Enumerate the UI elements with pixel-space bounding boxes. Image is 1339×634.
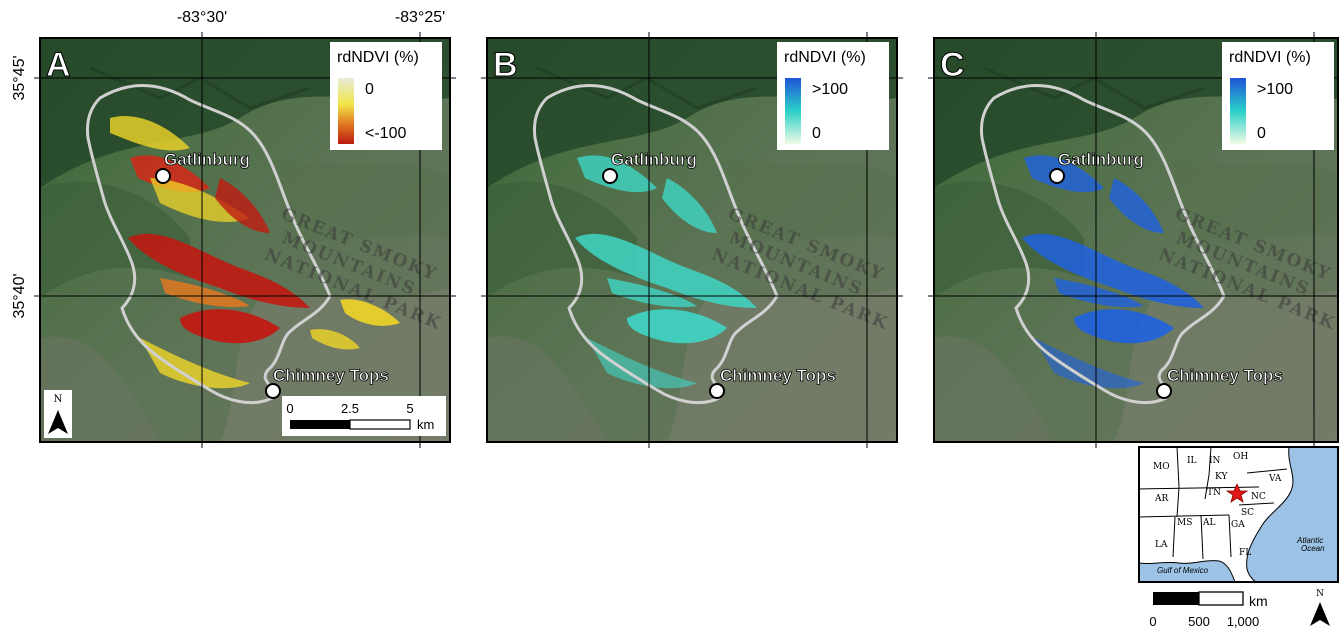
legend-bottom-label: 0 [812, 125, 821, 142]
scalebar: 0 2.5 5 km [282, 396, 446, 436]
legend-ramp [1230, 78, 1246, 144]
scale-tick-label: 0 [1149, 614, 1156, 629]
scale-tick-label: 500 [1188, 614, 1210, 629]
state-label: OH [1233, 452, 1248, 462]
state-label: IN [1209, 456, 1221, 466]
legend-title: rdNDVI (%) [1229, 49, 1311, 66]
state-label: GA [1231, 520, 1245, 530]
peak-marker [709, 383, 725, 399]
place-label: Chimney Tops [273, 366, 389, 385]
legend-title: rdNDVI (%) [784, 49, 866, 66]
panel-letter-a: A [46, 46, 71, 84]
panel-letter-b: B [493, 46, 518, 84]
place-chimney-tops: Chimney Tops [1156, 366, 1283, 399]
state-label: NC [1251, 492, 1266, 502]
state-label: IL [1187, 456, 1197, 466]
legend-bottom-label: 0 [1257, 125, 1266, 142]
north-arrow: N [44, 390, 72, 438]
legend-top-label: >100 [1257, 81, 1293, 98]
ocean-label: Atlantic Ocean [1296, 536, 1325, 553]
town-marker [1049, 168, 1065, 184]
panel-a: GREAT SMOKY MOUNTAINS NATIONAL PARK A rd… [34, 32, 456, 448]
place-label: Gatlinburg [1058, 150, 1144, 169]
place-gatlinburg: Gatlinburg [155, 150, 250, 184]
inset-scalebar: km 0 500 1,000 [1149, 591, 1268, 629]
place-label: Chimney Tops [720, 366, 836, 385]
state-label: SC [1241, 508, 1254, 518]
panel-c: GREAT SMOKY MOUNTAINS NATIONAL PARK C rd… [928, 32, 1339, 448]
inset-north-arrow: N [1310, 589, 1330, 626]
place-chimney-tops: Chimney Tops [709, 366, 836, 399]
panel-letter-c: C [940, 46, 965, 84]
north-label: N [54, 394, 63, 405]
place-gatlinburg: Gatlinburg [602, 150, 697, 184]
state-label: FL [1239, 548, 1251, 558]
state-label: VA [1268, 474, 1282, 484]
lon-tick-label: -83°25' [395, 9, 445, 26]
state-label: AR [1154, 494, 1168, 504]
lat-tick-label: 35°45' [11, 55, 28, 100]
location-star-icon [1225, 482, 1249, 503]
state-label: KY [1215, 472, 1228, 482]
scale-tick-label: 0 [286, 401, 293, 416]
legend-top-label: 0 [365, 81, 374, 98]
state-label: LA [1155, 540, 1168, 550]
town-marker [602, 168, 618, 184]
place-chimney-tops: Chimney Tops [265, 366, 389, 399]
scale-tick-label: 2.5 [341, 401, 359, 416]
state-label: TN [1207, 488, 1221, 498]
place-gatlinburg: Gatlinburg [1049, 150, 1144, 184]
state-label: MO [1153, 462, 1170, 472]
legend-a: rdNDVI (%) 0 <-100 [330, 42, 442, 150]
legend-bottom-label: <-100 [365, 125, 406, 142]
place-label: Gatlinburg [611, 150, 697, 169]
scale-tick-label: 1,000 [1227, 614, 1260, 629]
legend-title: rdNDVI (%) [337, 49, 419, 66]
scale-unit: km [417, 417, 434, 432]
lat-tick-label: 35°40' [11, 273, 28, 318]
legend-c: rdNDVI (%) >100 0 [1222, 42, 1334, 150]
place-label: Gatlinburg [164, 150, 250, 169]
north-label: N [1316, 589, 1324, 599]
legend-ramp [338, 78, 354, 144]
north-arrow-icon [48, 410, 68, 434]
town-marker [155, 168, 171, 184]
state-label: AL [1202, 518, 1215, 528]
scale-tick-label: 5 [406, 401, 413, 416]
state-label: MS [1177, 518, 1192, 528]
north-arrow-icon [1310, 602, 1330, 626]
panel-b: GREAT SMOKY MOUNTAINS NATIONAL PARK B rd… [481, 32, 903, 448]
peak-marker [1156, 383, 1172, 399]
scale-unit: km [1249, 593, 1268, 609]
inset-map: MO IL IN OH KY VA TN NC AR SC MS AL GA L… [1138, 446, 1339, 583]
legend-top-label: >100 [812, 81, 848, 98]
place-label: Chimney Tops [1167, 366, 1283, 385]
legend-b: rdNDVI (%) >100 0 [777, 42, 889, 150]
lon-tick-label: -83°30' [177, 9, 227, 26]
gulf-label: Gulf of Mexico [1157, 566, 1209, 575]
legend-ramp [785, 78, 801, 144]
peak-marker [265, 383, 281, 399]
